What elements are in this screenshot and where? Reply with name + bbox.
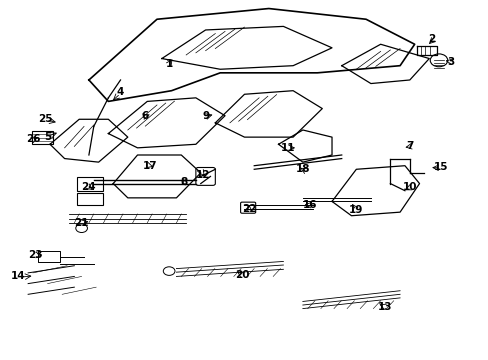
Text: 22: 22: [242, 203, 256, 213]
Text: 13: 13: [378, 302, 392, 312]
Bar: [77, 177, 103, 191]
Text: 8: 8: [180, 177, 187, 187]
Text: 10: 10: [402, 182, 416, 192]
Text: 11: 11: [281, 143, 295, 153]
Text: 26: 26: [26, 134, 40, 144]
Text: 1: 1: [165, 59, 172, 69]
Text: 20: 20: [234, 270, 249, 280]
Text: 14: 14: [11, 271, 26, 282]
FancyBboxPatch shape: [196, 167, 215, 185]
Text: 21: 21: [74, 218, 89, 228]
Text: 16: 16: [302, 200, 317, 210]
Circle shape: [76, 224, 87, 233]
Text: 25: 25: [38, 114, 52, 124]
FancyBboxPatch shape: [240, 202, 255, 213]
Text: 3: 3: [447, 57, 454, 67]
Text: 2: 2: [427, 34, 434, 44]
Bar: [31, 131, 53, 144]
Text: 15: 15: [433, 162, 448, 172]
Text: 7: 7: [406, 141, 413, 151]
Text: 5: 5: [44, 132, 51, 142]
Text: 24: 24: [81, 182, 96, 192]
Circle shape: [429, 54, 447, 67]
Text: 19: 19: [348, 205, 363, 215]
Text: 18: 18: [295, 164, 309, 174]
Text: 17: 17: [142, 161, 157, 171]
Bar: [77, 193, 103, 205]
Text: 12: 12: [196, 170, 210, 180]
Text: 6: 6: [141, 111, 148, 121]
Text: 9: 9: [202, 111, 209, 121]
Text: 4: 4: [117, 87, 124, 98]
Text: 23: 23: [28, 250, 42, 260]
Circle shape: [163, 267, 175, 275]
